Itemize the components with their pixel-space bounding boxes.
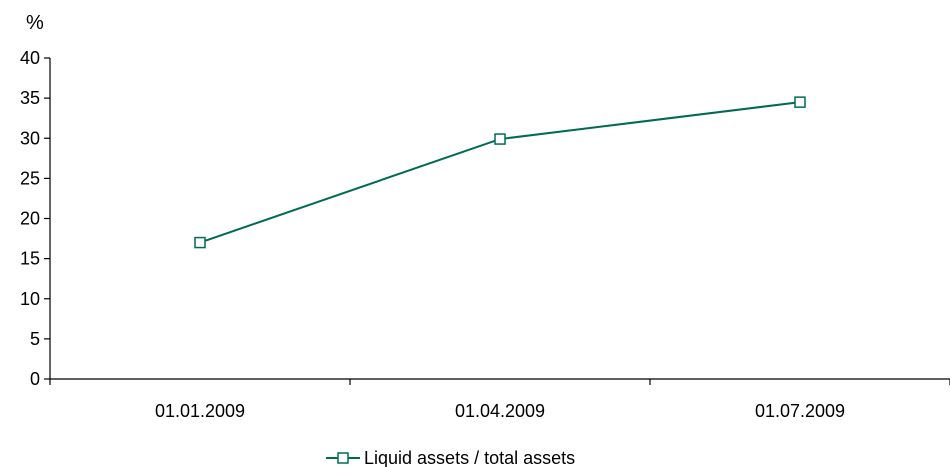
y-tick-label: 30 — [20, 128, 40, 148]
y-tick-label: 15 — [20, 249, 40, 269]
x-tick-label: 01.04.2009 — [455, 401, 545, 421]
y-tick-label: 40 — [20, 48, 40, 68]
data-point-marker — [494, 133, 506, 145]
y-tick-label: 10 — [20, 289, 40, 309]
x-tick-label: 01.07.2009 — [755, 401, 845, 421]
y-tick-label: 35 — [20, 88, 40, 108]
x-axis-ticks: 01.01.2009 01.04.2009 01.07.2009 — [49, 379, 950, 421]
y-tick-label: 25 — [20, 168, 40, 188]
y-axis-ticks: 0 5 10 15 20 25 30 35 40 — [20, 48, 50, 389]
data-point-marker — [194, 236, 206, 249]
y-tick-label: 5 — [30, 329, 40, 349]
data-point-marker — [794, 96, 806, 108]
legend-marker-swatch — [337, 452, 349, 464]
y-axis-unit-label: % — [26, 12, 44, 34]
series-layer — [194, 96, 806, 249]
y-tick-label: 20 — [20, 209, 40, 229]
x-tick-label: 01.01.2009 — [155, 401, 245, 421]
legend: Liquid assets / total assets — [326, 448, 575, 467]
legend-label: Liquid assets / total assets — [364, 448, 575, 467]
y-tick-label: 0 — [30, 369, 40, 389]
series-line — [199, 101, 801, 244]
